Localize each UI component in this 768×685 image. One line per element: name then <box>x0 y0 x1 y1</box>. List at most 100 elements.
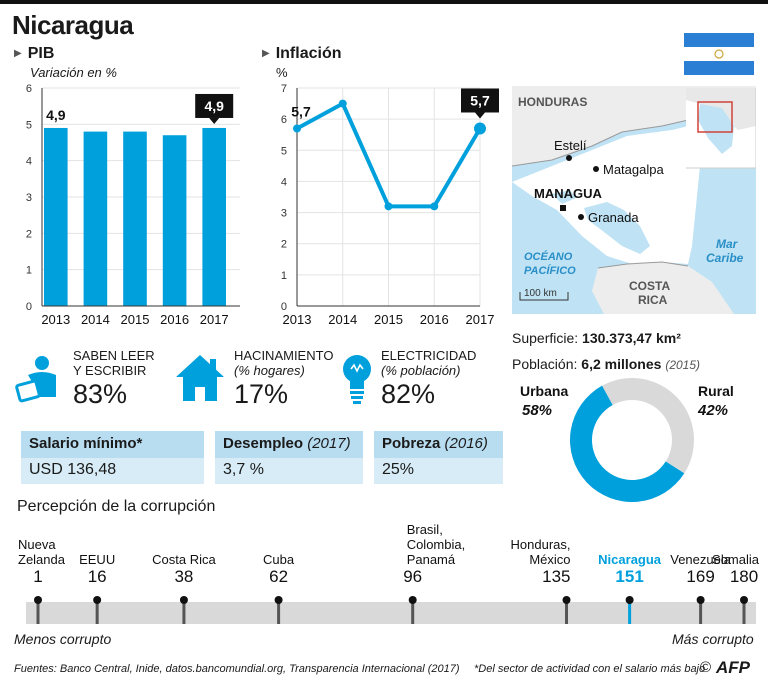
inf-y-tick: 6 <box>281 114 287 126</box>
map-label-managua: MANAGUA <box>534 186 602 201</box>
cpi-marker <box>34 596 42 604</box>
cpi-country-label: Nueva <box>18 537 56 552</box>
pib-y-tick: 1 <box>26 265 32 277</box>
pib-y-tick: 0 <box>26 301 32 313</box>
inflacion-unit: % <box>276 65 288 80</box>
box-desempleo-label: Desempleo (2017) <box>215 431 363 458</box>
inf-label-last: 5,7 <box>470 92 490 108</box>
cpi-marker <box>274 596 283 604</box>
cpi-country-label: Cuba <box>263 552 295 567</box>
donut-slice-rural <box>602 378 694 474</box>
cpi-rank-value: 135 <box>542 567 570 586</box>
stat-electricidad-label: ELECTRICIDAD (% población) <box>381 348 477 378</box>
inf-x-tick: 2017 <box>466 312 495 327</box>
inflacion-title: ▶ Inflación <box>262 45 342 62</box>
inf-x-tick: 2013 <box>283 312 312 327</box>
pib-callout-pointer <box>209 117 220 124</box>
pib-label-last: 4,9 <box>204 98 224 114</box>
map-label-matagalpa: Matagalpa <box>603 162 664 177</box>
inf-point <box>474 122 486 135</box>
pib-bar <box>44 127 68 306</box>
cpi-country-label: Honduras, <box>511 537 571 552</box>
pib-x-tick: 2015 <box>121 312 150 327</box>
inf-point <box>384 202 393 211</box>
nicaragua-flag-icon <box>684 33 754 75</box>
cpi-rank-value: 151 <box>615 567 643 586</box>
top-rule <box>0 0 768 4</box>
cpi-country-label: EEUU <box>79 552 115 567</box>
pib-callout-box <box>195 93 234 118</box>
inf-y-tick: 0 <box>281 301 287 313</box>
pib-x-tick: 2013 <box>41 312 70 327</box>
corrupcion-right-label: Más corrupto <box>672 631 754 647</box>
cpi-country-label: Somalia <box>712 552 760 567</box>
corrupcion-title: Percepción de la corrupción <box>17 498 216 515</box>
pib-bar-chart: 0 1 2 3 4 5 6 2013 2014 2015 2016 2017 4,9 4,9 <box>26 83 240 327</box>
cpi-marker <box>696 596 705 604</box>
pib-subtitle: Variación en % <box>30 65 117 80</box>
cpi-marker <box>740 596 748 604</box>
poblacion: Población: 6,2 millones (2015) <box>512 356 701 372</box>
inf-x-tick: 2016 <box>420 312 449 327</box>
cpi-marker <box>179 596 188 604</box>
map-label-oceano: OCÉANO <box>524 250 573 263</box>
cpi-country-label: Nicaragua <box>598 552 662 567</box>
person-reading-icon <box>15 356 56 403</box>
corrupcion-left-label: Menos corrupto <box>14 631 112 647</box>
pib-y-tick: 2 <box>26 228 32 240</box>
poblacion-donut-chart: Urbana 58% Rural 42% <box>520 378 734 502</box>
inf-y-tick: 2 <box>281 239 287 251</box>
cpi-country-label: Panamá <box>407 552 456 567</box>
nicaragua-map: 100 km HONDURAS Estelí Matagalpa MANAGUA… <box>512 86 756 314</box>
inf-point <box>430 202 439 211</box>
donut-slice-urbana <box>570 385 685 502</box>
cpi-bar <box>26 602 756 624</box>
inf-callout-pointer <box>475 112 485 119</box>
cpi-rank-value: 180 <box>730 567 758 586</box>
box-pobreza: Pobreza (2016) 25% <box>374 431 503 484</box>
box-desempleo-value: 3,7 % <box>223 461 264 478</box>
cpi-rank-value: 96 <box>403 567 422 586</box>
donut-label-urbana: Urbana <box>520 383 568 399</box>
inf-y-tick: 4 <box>281 176 287 188</box>
cpi-country-label: Brasil, <box>407 522 443 537</box>
pib-bar <box>162 135 187 306</box>
pib-y-tick: 3 <box>26 192 32 204</box>
cpi-marker <box>93 596 102 604</box>
cpi-country-label: Venezuela <box>670 552 731 567</box>
cpi-marker <box>408 596 417 604</box>
box-desempleo: Desempleo (2017) 3,7 % <box>215 431 363 484</box>
page-title: Nicaragua <box>12 10 134 40</box>
donut-label-rural: Rural <box>698 383 734 399</box>
afp-logo: AFP <box>716 658 750 677</box>
pib-bar <box>202 127 226 306</box>
footer-copyright: © <box>700 659 712 676</box>
pib-title: ▶ PIB <box>14 45 55 62</box>
inf-y-tick: 3 <box>281 208 287 220</box>
inf-y-tick: 5 <box>281 145 287 157</box>
inf-point <box>338 99 347 108</box>
superficie: Superficie: 130.373,47 km² <box>512 330 681 346</box>
stat-leer-value: 83% <box>73 379 128 409</box>
cpi-rank-value: 16 <box>88 567 107 586</box>
stat-leer-label: SABEN LEER Y ESCRIBIR <box>73 348 155 378</box>
map-label-rica: RICA <box>638 293 668 307</box>
cpi-country-label: Colombia, <box>407 537 466 552</box>
cpi-rank-value: 62 <box>269 567 288 586</box>
cpi-country-label: México <box>529 552 570 567</box>
stat-hacinamiento-value: 17% <box>234 379 289 409</box>
inf-callout-box <box>461 88 499 113</box>
cpi-country-label: Zelanda <box>18 552 66 567</box>
inf-x-tick: 2014 <box>328 312 357 327</box>
map-label-granada: Granada <box>588 210 639 225</box>
pib-x-tick: 2016 <box>160 312 189 327</box>
pib-bar <box>123 131 147 306</box>
box-salario: Salario mínimo* USD 136,48 <box>21 431 204 484</box>
pib-label-first: 4,9 <box>46 107 66 123</box>
lightbulb-icon <box>343 355 371 404</box>
inf-y-tick: 1 <box>281 270 287 282</box>
map-label-mar: Mar <box>716 237 739 251</box>
stat-electricidad-value: 82% <box>381 379 436 409</box>
map-label-esteli: Estelí <box>554 138 587 153</box>
